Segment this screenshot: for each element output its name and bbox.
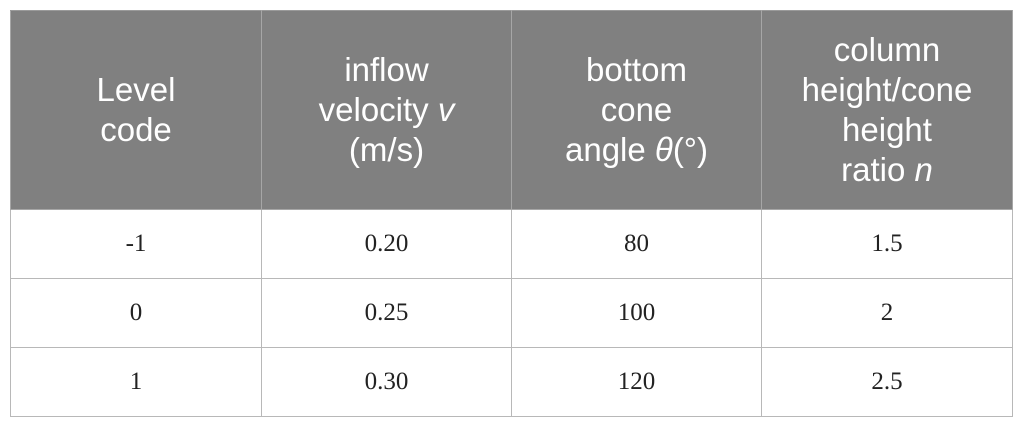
header-line: cone (600, 91, 673, 128)
header-line: ratio n (841, 151, 933, 188)
header-line: bottom (586, 51, 687, 88)
table-row: 0 0.25 100 2 (10, 278, 1013, 348)
cell-level-code: 1 (10, 347, 262, 417)
table-row: 1 0.30 120 2.5 (10, 347, 1013, 417)
cell-height-ratio: 2.5 (761, 347, 1013, 417)
header-line: Level (96, 71, 176, 108)
header-line: height (842, 111, 932, 148)
header-line: velocity v (318, 91, 455, 128)
symbol-n: n (914, 151, 933, 188)
header-line: inflow (344, 51, 429, 88)
symbol-theta: θ (654, 131, 673, 168)
header-line: (m/s) (348, 131, 425, 168)
cell-level-code: -1 (10, 209, 262, 279)
header-inflow-velocity: inflow velocity v (m/s) (261, 10, 512, 210)
cell-level-code: 0 (10, 278, 262, 348)
header-row: Level code inflow velocity v (m/s) botto… (10, 10, 1013, 210)
header-line: code (100, 111, 172, 148)
header-line: height/cone (801, 71, 973, 108)
table-row: -1 0.20 80 1.5 (10, 209, 1013, 279)
factor-level-table-container: Level code inflow velocity v (m/s) botto… (10, 10, 1013, 417)
symbol-v: v (437, 91, 455, 128)
header-line: angle θ(°) (564, 131, 708, 168)
cell-inflow-velocity: 0.25 (261, 278, 512, 348)
header-line: column (833, 31, 941, 68)
cell-cone-angle: 120 (511, 347, 762, 417)
header-bottom-cone-angle: bottom cone angle θ(°) (511, 10, 762, 210)
cell-inflow-velocity: 0.20 (261, 209, 512, 279)
header-level-code: Level code (10, 10, 262, 210)
header-height-ratio: column height/cone height ratio n (761, 10, 1013, 210)
factor-level-table: Level code inflow velocity v (m/s) botto… (10, 10, 1013, 417)
cell-height-ratio: 1.5 (761, 209, 1013, 279)
cell-cone-angle: 100 (511, 278, 762, 348)
cell-inflow-velocity: 0.30 (261, 347, 512, 417)
cell-cone-angle: 80 (511, 209, 762, 279)
cell-height-ratio: 2 (761, 278, 1013, 348)
